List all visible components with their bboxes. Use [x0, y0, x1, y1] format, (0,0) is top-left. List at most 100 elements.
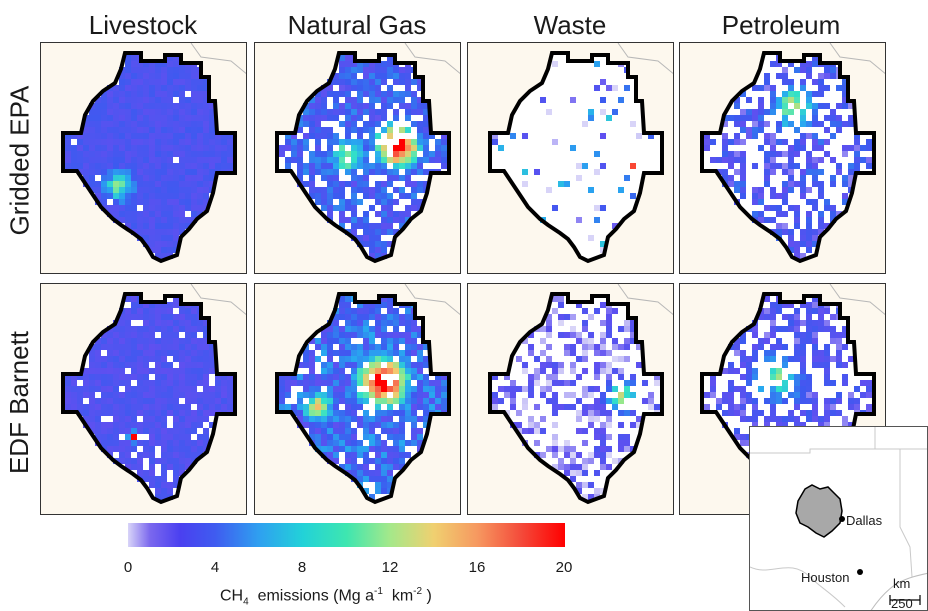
emission-cell [369, 446, 375, 452]
emission-cell [315, 91, 321, 97]
emission-cell [107, 344, 113, 350]
emission-cell [630, 332, 636, 338]
emission-cell [600, 368, 606, 374]
emission-cell [758, 187, 764, 193]
emission-cell [339, 296, 345, 302]
emission-cell [167, 247, 173, 253]
emission-cell [83, 386, 89, 392]
emission-cell [321, 332, 327, 338]
emission-cell [812, 163, 818, 169]
emission-cell [417, 163, 423, 169]
emission-cell [89, 422, 95, 428]
emission-cell [782, 356, 788, 362]
emission-cell [740, 151, 746, 157]
emission-cell [351, 344, 357, 350]
emission-cell [143, 145, 149, 151]
emission-cell [137, 61, 143, 67]
emission-cell [303, 350, 309, 356]
emission-cell [167, 103, 173, 109]
emission-cell [95, 157, 101, 163]
emission-cell [215, 386, 221, 392]
emission-cell [492, 398, 498, 404]
emission-cell [387, 368, 393, 374]
emission-cell [387, 470, 393, 476]
emission-cell [393, 151, 399, 157]
emission-cell [155, 476, 161, 482]
emission-cell [339, 145, 345, 151]
emission-cell [333, 428, 339, 434]
emission-cell [764, 139, 770, 145]
emission-cell [806, 308, 812, 314]
emission-cell [776, 211, 782, 217]
emission-cell [375, 133, 381, 139]
emission-cell [387, 452, 393, 458]
emission-cell [387, 350, 393, 356]
emission-cell [411, 410, 417, 416]
emission-cell [345, 199, 351, 205]
map-panel-epa-natural-gas [254, 42, 461, 274]
emission-cell [836, 392, 842, 398]
emission-cell [297, 157, 303, 163]
emission-cell [782, 139, 788, 145]
emission-cell [149, 320, 155, 326]
emission-cell [351, 163, 357, 169]
emission-cell [125, 314, 131, 320]
emission-cell [363, 127, 369, 133]
emission-cell [375, 169, 381, 175]
emission-cell [351, 434, 357, 440]
emission-cell [522, 181, 528, 187]
emission-cell [137, 115, 143, 121]
emission-cell [375, 320, 381, 326]
emission-cell [125, 440, 131, 446]
emission-cell [728, 386, 734, 392]
colorbar-tick: 0 [123, 559, 133, 576]
emission-cell [197, 151, 203, 157]
emission-cell [143, 302, 149, 308]
emission-cell [173, 332, 179, 338]
emission-cell [161, 482, 167, 488]
emission-cell [83, 416, 89, 422]
emission-cell [357, 332, 363, 338]
emission-cell [746, 97, 752, 103]
emission-cell [606, 115, 612, 121]
emission-cell [125, 434, 131, 440]
emission-cell [203, 121, 209, 127]
emission-cell [125, 416, 131, 422]
emission-cell [131, 416, 137, 422]
emission-cell [185, 356, 191, 362]
emission-cell [399, 157, 405, 163]
emission-cell [788, 85, 794, 91]
emission-cell [203, 392, 209, 398]
emission-cell [113, 386, 119, 392]
emission-cell [800, 422, 806, 428]
emission-cell [642, 398, 648, 404]
emission-cell [327, 115, 333, 121]
emission-cell [143, 103, 149, 109]
emission-cell [423, 145, 429, 151]
emission-cell [848, 392, 854, 398]
emission-cell [594, 410, 600, 416]
emission-cell [423, 374, 429, 380]
emission-cell [89, 169, 95, 175]
emission-cell [836, 127, 842, 133]
emission-cell [770, 392, 776, 398]
emission-cell [606, 398, 612, 404]
emission-cell [131, 151, 137, 157]
emission-cell [375, 464, 381, 470]
emission-cell [83, 175, 89, 181]
emission-cell [764, 205, 770, 211]
emission-cell [510, 392, 516, 398]
emission-cell [357, 476, 363, 482]
emission-cell [95, 386, 101, 392]
emission-cell [776, 392, 782, 398]
emission-cell [173, 127, 179, 133]
emission-cell [854, 386, 860, 392]
emission-cell [107, 175, 113, 181]
emission-cell [161, 193, 167, 199]
emission-cell [339, 187, 345, 193]
emission-cell [734, 97, 740, 103]
emission-cell [351, 326, 357, 332]
emission-cell [167, 235, 173, 241]
emission-cell [782, 229, 788, 235]
emission-cell [149, 380, 155, 386]
